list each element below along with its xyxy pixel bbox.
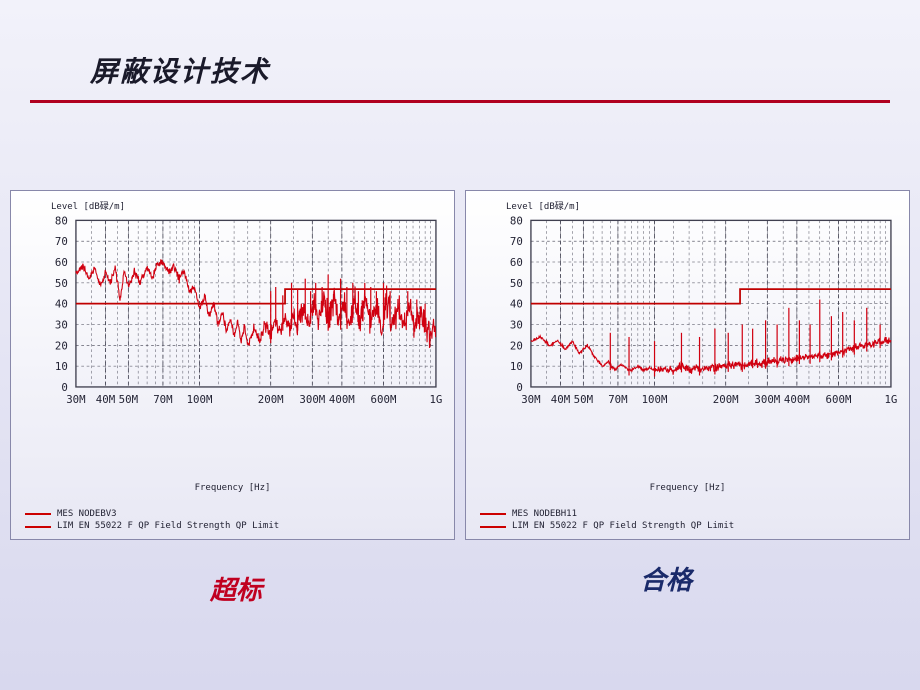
legend-swatch-icon	[25, 513, 51, 515]
svg-text:20: 20	[55, 339, 68, 352]
legend-lim-text: LIM EN 55022 F QP Field Strength QP Limi…	[512, 520, 734, 533]
verdict-right: 合格	[640, 560, 692, 597]
xlabel: Frequency [Hz]	[466, 483, 909, 493]
svg-text:80: 80	[55, 215, 68, 227]
chart-right: Level [dB碌/m] 0 10 20 30 40 50 60 70 80 30M 40M 50M…	[465, 190, 910, 540]
ylabel: Level [dB碌/m]	[51, 199, 125, 212]
legend-swatch-icon	[480, 526, 506, 528]
svg-text:70M: 70M	[608, 393, 627, 406]
svg-text:80: 80	[510, 215, 523, 227]
svg-text:200M: 200M	[713, 393, 739, 406]
svg-text:300M: 300M	[299, 393, 325, 406]
svg-text:40M: 40M	[96, 393, 115, 406]
svg-text:50M: 50M	[119, 393, 138, 406]
legend: MES NODEBV3 LIM EN 55022 F QP Field Stre…	[25, 508, 279, 533]
svg-text:600M: 600M	[826, 393, 852, 406]
svg-text:40M: 40M	[551, 393, 570, 406]
svg-text:70: 70	[55, 235, 68, 248]
title-underline	[30, 100, 890, 103]
legend-swatch-icon	[480, 513, 506, 515]
verdict-left: 超标	[210, 570, 262, 607]
svg-text:300M: 300M	[754, 393, 780, 406]
legend-mes-text: MES NODEBV3	[57, 508, 117, 521]
svg-text:70: 70	[510, 235, 523, 248]
xlabel: Frequency [Hz]	[11, 483, 454, 493]
svg-text:40: 40	[510, 298, 523, 311]
svg-text:50M: 50M	[574, 393, 593, 406]
legend-swatch-icon	[25, 526, 51, 528]
svg-text:10: 10	[510, 360, 523, 373]
page-title: 屏蔽设计技术	[90, 50, 270, 90]
chart-left-svg: 0 10 20 30 40 50 60 70 80 30M 40M 50M 70M 100M 200M 300…	[41, 215, 444, 417]
legend-lim: LIM EN 55022 F QP Field Strength QP Limi…	[480, 520, 734, 533]
svg-text:200M: 200M	[258, 393, 284, 406]
legend-lim: LIM EN 55022 F QP Field Strength QP Limi…	[25, 520, 279, 533]
svg-text:60: 60	[510, 256, 523, 269]
svg-text:20: 20	[510, 339, 523, 352]
svg-text:30: 30	[55, 319, 68, 332]
svg-text:400M: 400M	[784, 393, 810, 406]
svg-text:0: 0	[61, 381, 67, 394]
chart-right-svg: 0 10 20 30 40 50 60 70 80 30M 40M 50M 70M 100M 200M 300…	[496, 215, 899, 417]
svg-text:70M: 70M	[153, 393, 172, 406]
chart-left: Level [dB碌/m] 0 10 20 30 40 50 60 70 80 30M 40M 50M…	[10, 190, 455, 540]
svg-text:600M: 600M	[371, 393, 397, 406]
svg-text:30: 30	[510, 319, 523, 332]
svg-text:30M: 30M	[521, 393, 540, 406]
svg-text:50: 50	[55, 277, 68, 290]
svg-text:100M: 100M	[642, 393, 668, 406]
legend: MES NODEBH11 LIM EN 55022 F QP Field Str…	[480, 508, 734, 533]
legend-mes: MES NODEBV3	[25, 508, 279, 521]
svg-text:400M: 400M	[329, 393, 355, 406]
legend-lim-text: LIM EN 55022 F QP Field Strength QP Limi…	[57, 520, 279, 533]
legend-mes: MES NODEBH11	[480, 508, 734, 521]
legend-mes-text: MES NODEBH11	[512, 508, 577, 521]
svg-text:30M: 30M	[66, 393, 85, 406]
svg-text:1G: 1G	[429, 393, 442, 406]
verdict-row: 超标 合格	[0, 560, 920, 610]
charts-row: Level [dB碌/m] 0102030405060708030M40M50M…	[10, 190, 910, 540]
svg-text:1G: 1G	[884, 393, 897, 406]
svg-text:10: 10	[55, 360, 68, 373]
svg-text:50: 50	[510, 277, 523, 290]
svg-text:60: 60	[55, 256, 68, 269]
svg-text:100M: 100M	[187, 393, 213, 406]
svg-text:40: 40	[55, 298, 68, 311]
ylabel: Level [dB碌/m]	[506, 199, 580, 212]
svg-text:0: 0	[516, 381, 522, 394]
